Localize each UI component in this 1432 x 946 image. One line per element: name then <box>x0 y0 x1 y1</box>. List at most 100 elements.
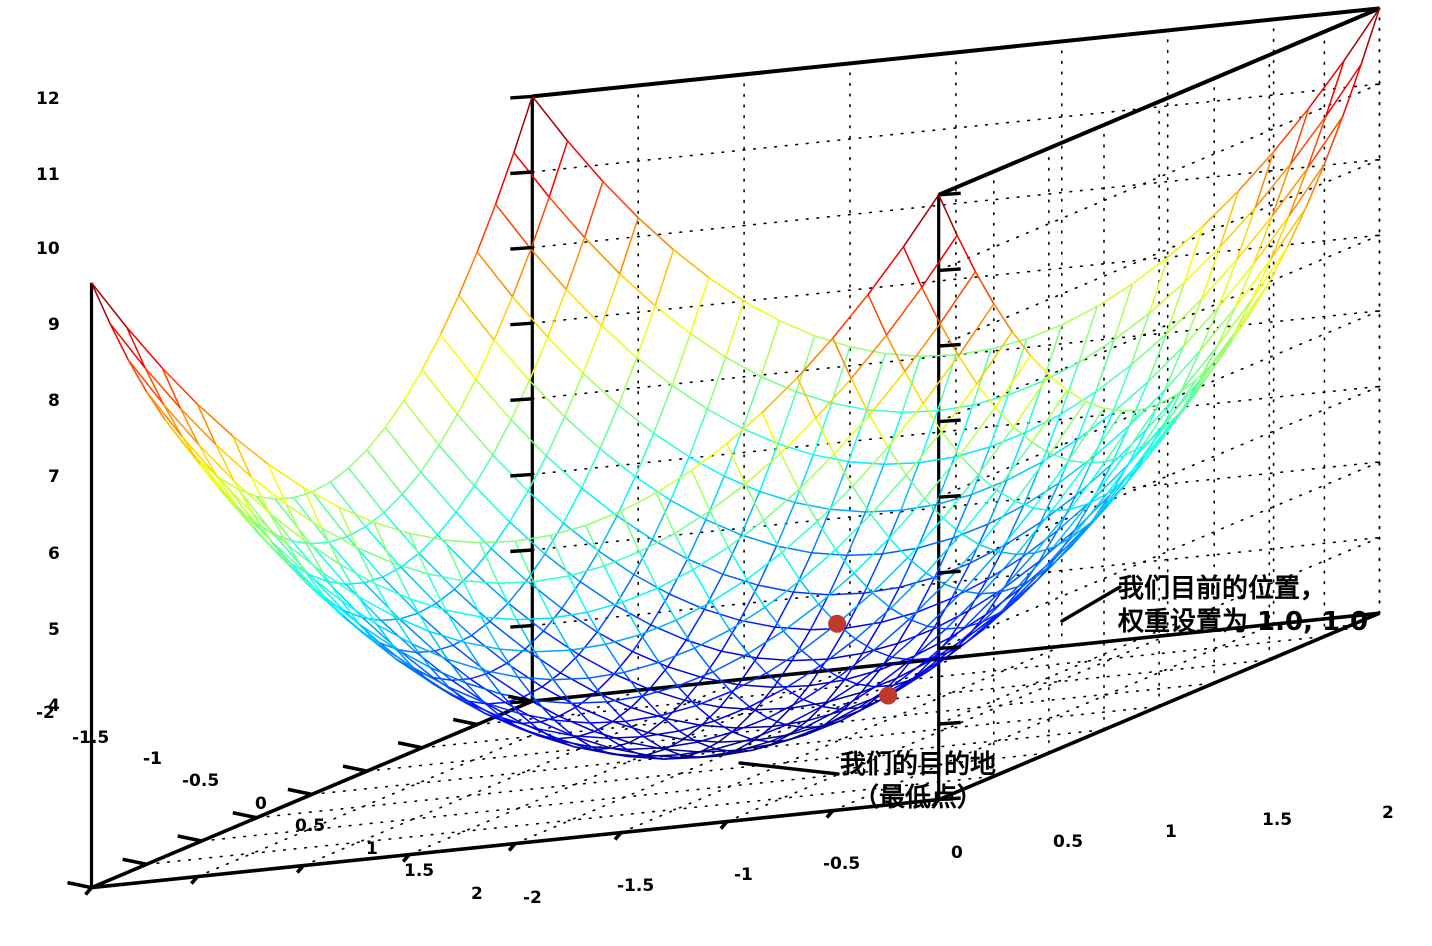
mesh-segment <box>1164 350 1201 391</box>
surface-wireframe <box>90 7 1381 760</box>
mesh-segment <box>1018 562 1056 599</box>
mesh-segment <box>411 643 431 669</box>
mesh-segment <box>855 638 875 651</box>
mesh-segment <box>599 405 620 450</box>
mesh-segment <box>311 491 348 538</box>
z-axis-tick-label: 4 <box>48 696 60 716</box>
mesh-segment <box>977 474 998 491</box>
mesh-segment <box>571 702 591 724</box>
mesh-segment <box>630 688 650 709</box>
mesh-segment <box>492 419 512 456</box>
mesh-segment <box>949 610 970 638</box>
mesh-segment <box>695 705 715 722</box>
mesh-segment <box>919 456 955 464</box>
mesh-segment <box>568 575 588 613</box>
mesh-segment <box>578 631 598 656</box>
mesh-segment <box>1254 163 1292 209</box>
mesh-segment <box>1183 225 1204 283</box>
mesh-segment <box>251 512 289 546</box>
mesh-segment <box>758 443 779 492</box>
mesh-segment <box>780 417 817 454</box>
mesh-segment <box>545 416 566 457</box>
mesh-segment <box>403 400 440 446</box>
mesh-segment <box>856 683 876 688</box>
mesh-segment <box>532 581 553 619</box>
mesh-segment <box>692 569 713 603</box>
mesh-segment <box>458 251 478 296</box>
mesh-segment <box>1182 298 1203 347</box>
mesh-segment <box>1003 560 1040 589</box>
mesh-segment <box>311 481 331 493</box>
mesh-segment <box>767 698 804 719</box>
mesh-segment <box>1196 338 1234 392</box>
mesh-segment <box>1111 364 1132 414</box>
mesh-segment <box>612 706 632 723</box>
mesh-segment <box>1165 298 1203 335</box>
mesh-segment <box>570 643 606 651</box>
mesh-segment <box>348 449 368 469</box>
mesh-segment <box>828 555 848 596</box>
mesh-segment <box>719 684 739 708</box>
mesh-segment <box>552 679 573 704</box>
mesh-segment <box>162 403 200 446</box>
right-axis-tick-label: 0 <box>951 843 963 863</box>
mesh-segment <box>382 566 402 578</box>
mesh-segment <box>750 738 770 743</box>
left-axis-tick-label: 0.5 <box>295 816 326 836</box>
mesh-segment <box>359 624 379 645</box>
mesh-segment <box>1112 381 1149 414</box>
mesh-segment <box>649 688 685 702</box>
mesh-segment <box>804 725 824 729</box>
mesh-segment <box>373 521 410 535</box>
mesh-segment <box>524 630 545 650</box>
mesh-segment <box>853 537 890 574</box>
mesh-segment <box>689 332 727 358</box>
mesh-segment <box>196 403 234 437</box>
mesh-segment <box>952 494 973 539</box>
mesh-segment <box>760 320 781 377</box>
mesh-segment <box>861 622 882 654</box>
mesh-segment <box>594 730 630 744</box>
left-axis-tick <box>397 741 423 750</box>
mesh-segment <box>514 540 535 583</box>
mesh-segment <box>847 409 868 462</box>
mesh-segment <box>661 741 698 749</box>
axes-floor-edge-back-right <box>937 611 1381 802</box>
mesh-segment <box>982 586 1019 623</box>
mesh-segment <box>1069 502 1089 511</box>
mesh-segment <box>767 717 787 726</box>
annotation-leader-line <box>738 761 840 776</box>
mesh-segment <box>288 564 326 598</box>
mesh-segment <box>710 578 748 603</box>
mesh-segment <box>1089 479 1126 524</box>
mesh-segment <box>493 339 530 381</box>
mesh-segment <box>383 512 420 554</box>
mesh-segment <box>615 604 652 626</box>
mesh-segment <box>752 739 788 752</box>
mesh-segment <box>479 542 499 584</box>
mesh-segment <box>339 564 360 597</box>
mesh-segment <box>562 487 583 524</box>
mesh-segment <box>438 444 475 487</box>
mesh-segment <box>338 506 375 523</box>
mesh-segment <box>1184 246 1221 283</box>
mesh-segment <box>337 506 358 548</box>
z-axis-tick <box>510 472 533 478</box>
mesh-segment <box>1050 452 1069 462</box>
mesh-segment <box>1164 346 1184 391</box>
mesh-segment <box>1085 400 1105 410</box>
mesh-segment <box>1198 333 1235 382</box>
mesh-segment <box>989 432 1026 448</box>
mesh-segment <box>490 521 511 550</box>
mesh-segment <box>544 553 581 583</box>
mesh-segment <box>715 748 735 753</box>
mesh-segment <box>1213 338 1234 363</box>
mesh-segment <box>863 586 900 594</box>
mesh-segment <box>792 552 813 593</box>
mesh-segment <box>1130 333 1167 366</box>
mesh-segment <box>643 736 663 749</box>
mesh-segment <box>816 485 854 523</box>
mesh-segment <box>1087 460 1106 464</box>
mesh-segment <box>582 325 603 374</box>
